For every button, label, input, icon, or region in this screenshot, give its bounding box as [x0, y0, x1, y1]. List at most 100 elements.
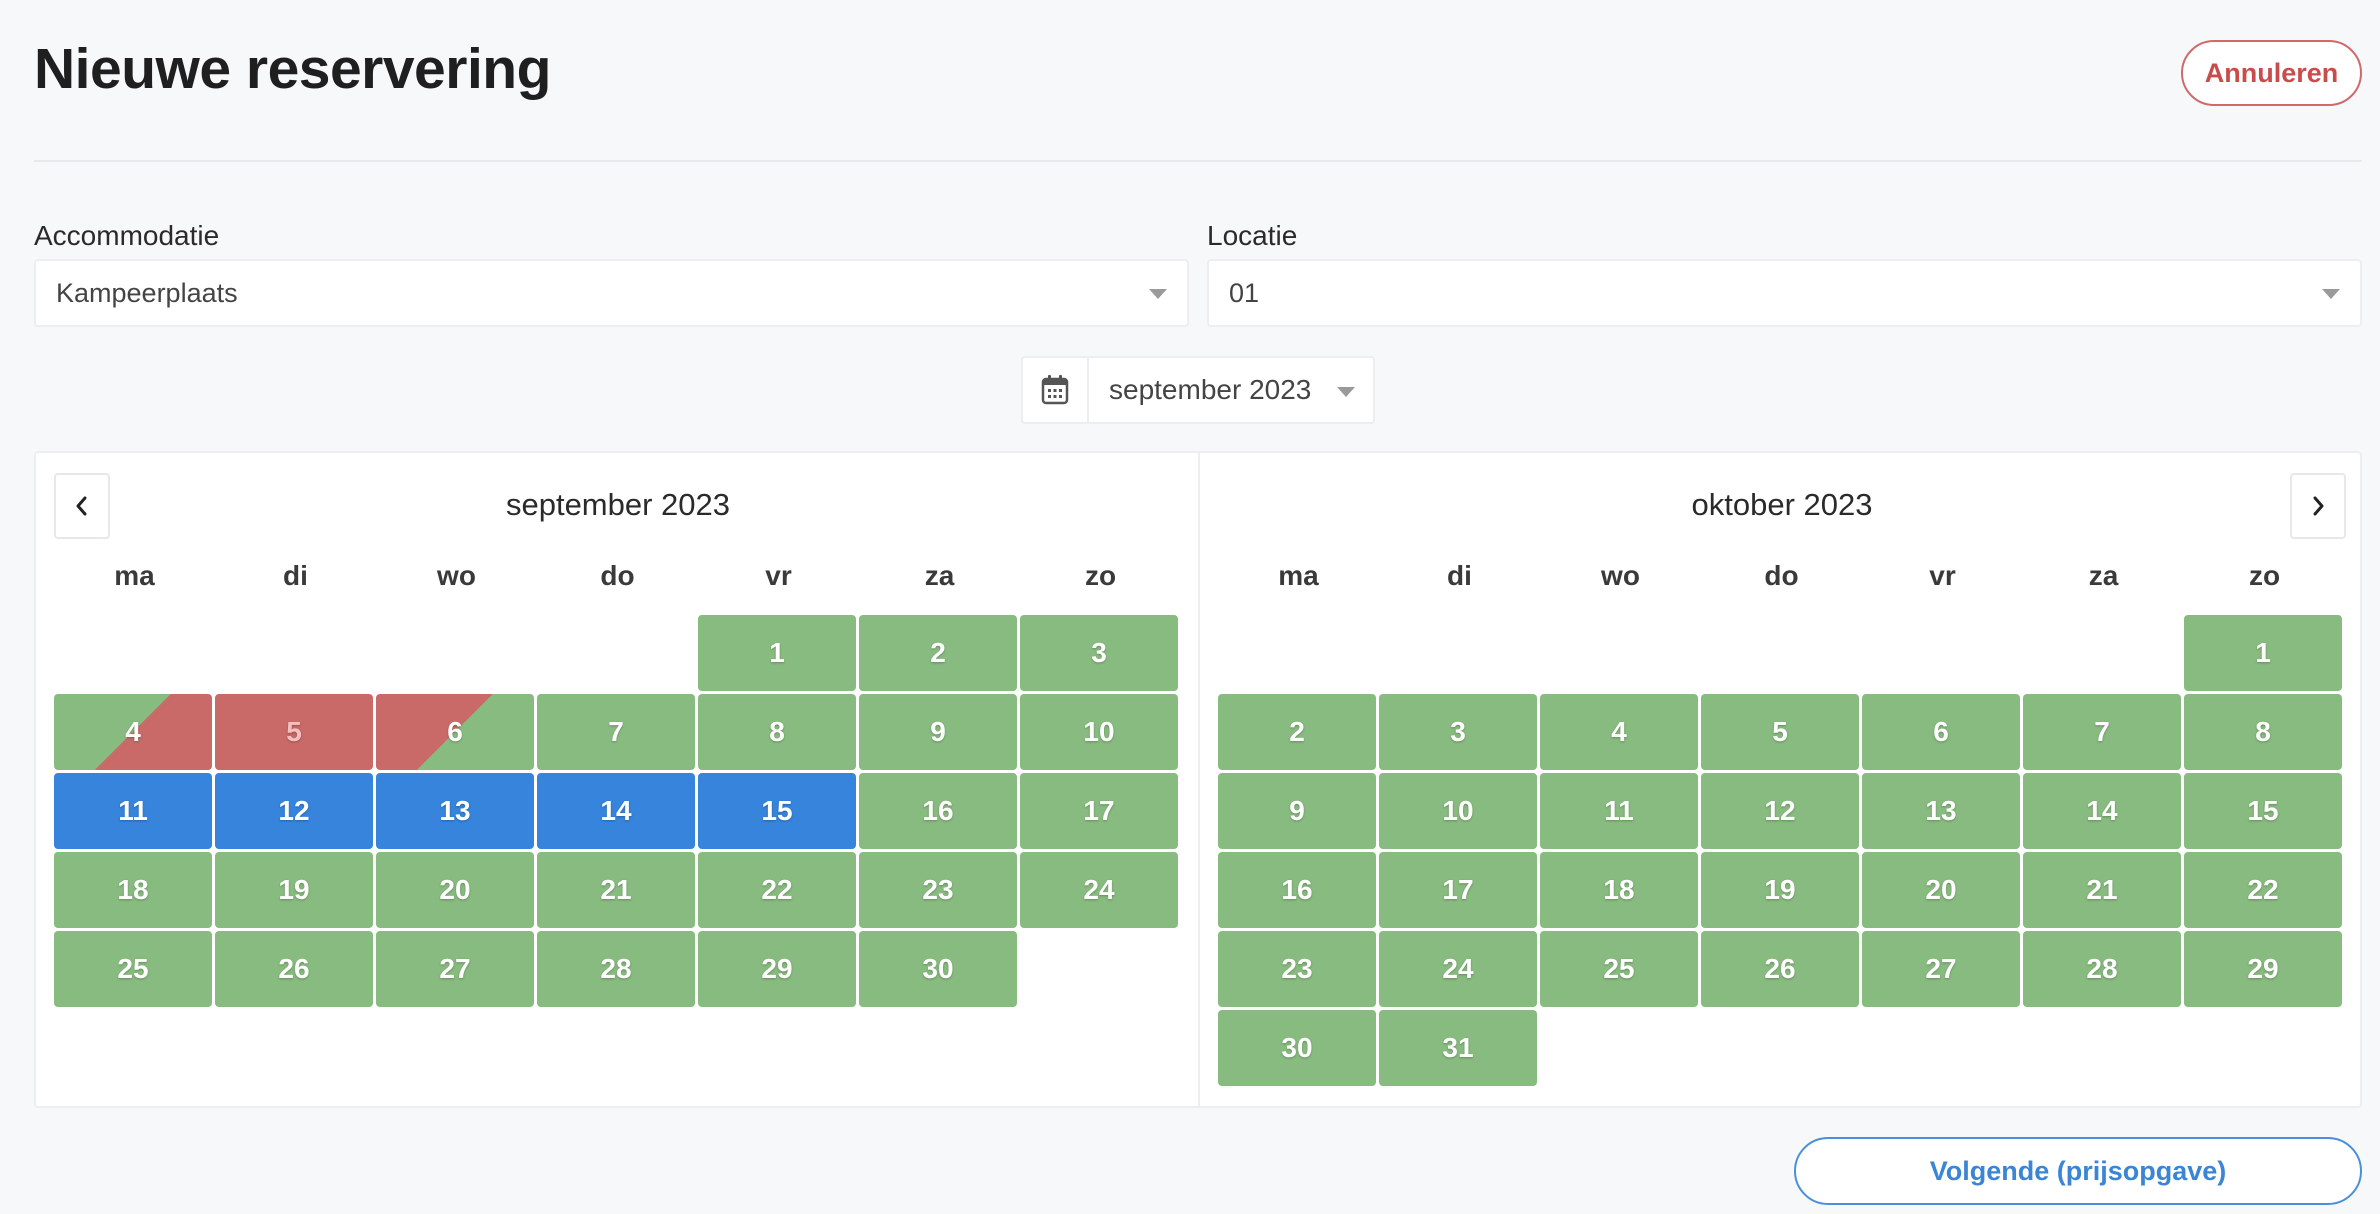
accommodation-select[interactable]: Kampeerplaats [34, 259, 1189, 327]
chevron-down-icon [1337, 387, 1355, 397]
day-cell[interactable]: 27 [1862, 931, 2020, 1007]
day-cell[interactable]: 6 [1862, 694, 2020, 770]
weekday-label: do [1764, 560, 1799, 591]
day-cell[interactable]: 21 [537, 852, 695, 928]
month-title: oktober 2023 [1691, 487, 1873, 522]
day-cell[interactable]: 18 [54, 852, 212, 928]
day-cell[interactable]: 20 [376, 852, 534, 928]
day-cell[interactable]: 10 [1379, 773, 1537, 849]
day-cell[interactable]: 3 [1379, 694, 1537, 770]
day-cell[interactable]: 29 [698, 931, 856, 1007]
day-cell[interactable]: 12 [215, 773, 373, 849]
weekday-label: vr [1929, 560, 1956, 591]
weekday-label: za [2088, 560, 2119, 591]
day-cell[interactable]: 13 [1862, 773, 2020, 849]
weekday-label: vr [765, 560, 792, 591]
day-cell[interactable]: 15 [2184, 773, 2342, 849]
location-label: Locatie [1207, 220, 1298, 251]
day-cell[interactable]: 10 [1020, 694, 1178, 770]
day-cell[interactable]: 17 [1020, 773, 1178, 849]
weekday-label: di [1447, 560, 1472, 591]
day-cell[interactable]: 21 [2023, 852, 2181, 928]
calendar-icon[interactable] [1023, 358, 1089, 422]
day-cell[interactable]: 7 [2023, 694, 2181, 770]
cancel-button[interactable]: Annuleren [2181, 40, 2362, 106]
day-cell[interactable]: 22 [698, 852, 856, 928]
chevron-left-icon [76, 496, 87, 516]
month-picker-value: september 2023 [1109, 374, 1312, 405]
day-cell[interactable]: 6 [376, 694, 534, 770]
day-cell[interactable]: 2 [1218, 694, 1376, 770]
day-cell[interactable]: 26 [215, 931, 373, 1007]
day-cell[interactable]: 25 [54, 931, 212, 1007]
day-cell[interactable]: 30 [1218, 1010, 1376, 1086]
day-cell[interactable]: 25 [1540, 931, 1698, 1007]
day-cell[interactable]: 14 [537, 773, 695, 849]
next-step-button[interactable]: Volgende (prijsopgave) [1794, 1137, 2362, 1205]
day-cell[interactable]: 13 [376, 773, 534, 849]
day-cell[interactable]: 23 [859, 852, 1017, 928]
weekday-label: zo [2248, 560, 2281, 591]
day-cell[interactable]: 28 [2023, 931, 2181, 1007]
accommodation-value: Kampeerplaats [56, 277, 238, 308]
day-cell[interactable]: 14 [2023, 773, 2181, 849]
month-picker[interactable]: september 2023 [1021, 356, 1375, 424]
day-cell[interactable]: 8 [698, 694, 856, 770]
day-cell[interactable]: 27 [376, 931, 534, 1007]
location-value: 01 [1229, 277, 1260, 308]
weekday-label: wo [1601, 560, 1640, 591]
day-cell[interactable]: 19 [1701, 852, 1859, 928]
day-cell[interactable]: 28 [537, 931, 695, 1007]
prev-month-button[interactable] [54, 473, 110, 539]
chevron-down-icon [1149, 289, 1167, 299]
day-cell[interactable]: 24 [1020, 852, 1178, 928]
next-month-button[interactable] [2290, 473, 2346, 539]
day-cell[interactable]: 26 [1701, 931, 1859, 1007]
day-cell[interactable]: 9 [859, 694, 1017, 770]
day-cell[interactable]: 24 [1379, 931, 1537, 1007]
day-cell[interactable]: 12 [1701, 773, 1859, 849]
day-cell[interactable]: 16 [1218, 852, 1376, 928]
weekday-label: ma [1278, 560, 1319, 591]
day-cell[interactable]: 22 [2184, 852, 2342, 928]
weekday-label: wo [437, 560, 476, 591]
weekday-header: ma di wo do vr za zo [54, 560, 1181, 592]
day-cell[interactable]: 4 [1540, 694, 1698, 770]
day-cell[interactable]: 1 [2184, 615, 2342, 691]
day-cell[interactable]: 17 [1379, 852, 1537, 928]
day-cell[interactable]: 5 [215, 694, 373, 770]
day-cell[interactable]: 8 [2184, 694, 2342, 770]
day-cell[interactable]: 7 [537, 694, 695, 770]
day-cell[interactable]: 16 [859, 773, 1017, 849]
weekday-label: do [600, 560, 635, 591]
accommodation-label: Accommodatie [34, 220, 220, 251]
day-cell[interactable]: 20 [1862, 852, 2020, 928]
day-cell[interactable]: 11 [54, 773, 212, 849]
day-cell[interactable]: 18 [1540, 852, 1698, 928]
day-cell[interactable]: 29 [2184, 931, 2342, 1007]
day-cell[interactable]: 30 [859, 931, 1017, 1007]
day-cell[interactable]: 2 [859, 615, 1017, 691]
weekday-label: za [924, 560, 955, 591]
weekday-label: zo [1084, 560, 1117, 591]
day-cell[interactable]: 19 [215, 852, 373, 928]
day-cell[interactable]: 15 [698, 773, 856, 849]
day-cell[interactable]: 3 [1020, 615, 1178, 691]
weekday-label: ma [114, 560, 155, 591]
day-cell[interactable]: 5 [1701, 694, 1859, 770]
day-cell[interactable]: 9 [1218, 773, 1376, 849]
day-cell[interactable]: 11 [1540, 773, 1698, 849]
month-title: september 2023 [505, 487, 731, 522]
day-cell[interactable]: 1 [698, 615, 856, 691]
day-cell[interactable]: 23 [1218, 931, 1376, 1007]
chevron-down-icon [2322, 289, 2340, 299]
day-cell[interactable]: 31 [1379, 1010, 1537, 1086]
month-picker-select[interactable]: september 2023 [1089, 358, 1373, 422]
location-select[interactable]: 01 [1207, 259, 2362, 327]
day-cell[interactable]: 4 [54, 694, 212, 770]
weekday-label: di [283, 560, 308, 591]
weekday-header: ma di wo do vr za zo [1218, 560, 2345, 592]
